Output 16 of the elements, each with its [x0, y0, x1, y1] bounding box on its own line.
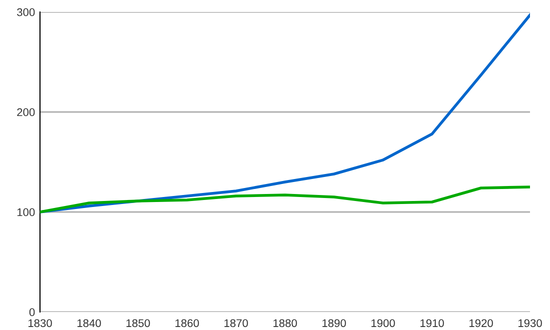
line-series — [40, 186, 530, 214]
x-tick-label: 1850 — [126, 319, 150, 328]
y-tick-label: 100 — [17, 208, 35, 216]
x-tick-label: 1870 — [224, 319, 248, 328]
y-tick-label: 300 — [17, 8, 35, 16]
x-tick-label: 1910 — [420, 319, 444, 328]
y-tick-label: 0 — [29, 308, 35, 316]
x-tick-label: 1830 — [28, 319, 52, 328]
x-tick-label: 1900 — [371, 319, 395, 328]
x-tick-label: 1880 — [273, 319, 297, 328]
x-tick-label: 1890 — [322, 319, 346, 328]
x-tick-label: 1930 — [518, 319, 542, 328]
y-tick-label: 200 — [17, 108, 35, 116]
x-tick-label: 1840 — [77, 319, 101, 328]
x-tick-label: 1920 — [469, 319, 493, 328]
x-tick-label: 1860 — [175, 319, 199, 328]
